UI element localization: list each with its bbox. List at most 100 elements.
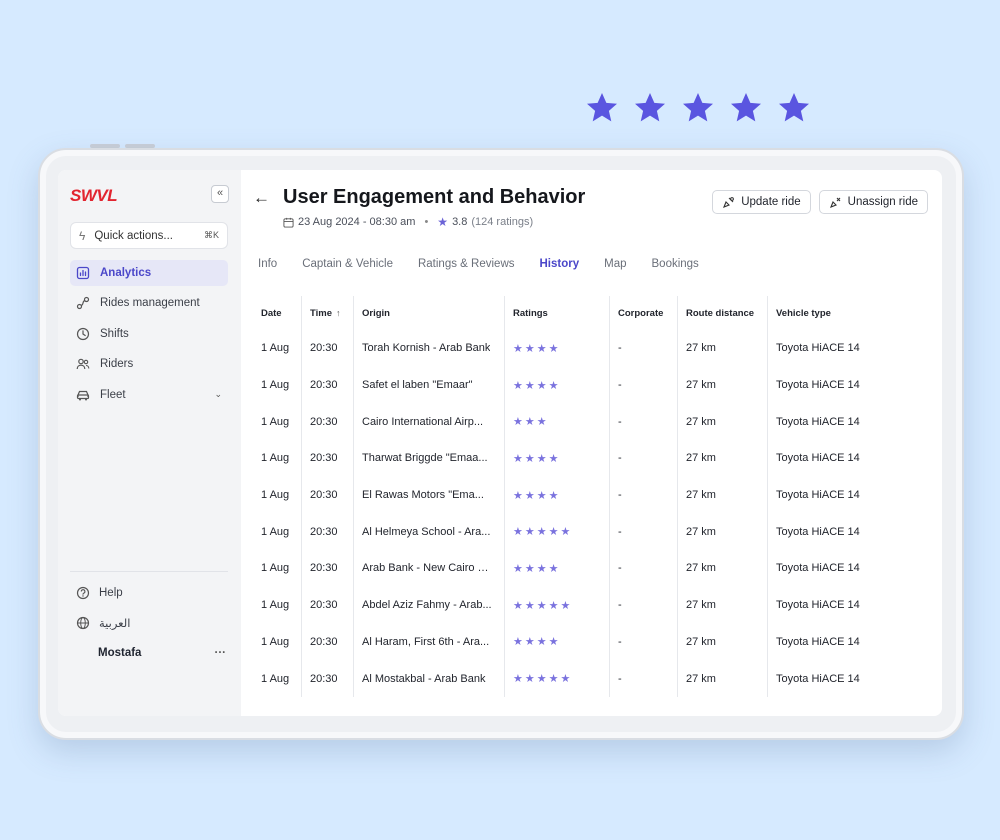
route-icon xyxy=(76,297,90,310)
header-actions: Update ride Unassign ride xyxy=(712,190,928,214)
column-header-route-distance[interactable]: Route distance xyxy=(678,296,768,330)
cell-rating: ★★★★ xyxy=(505,623,610,661)
cell-corporate: - xyxy=(610,330,678,367)
globe-icon xyxy=(76,616,90,630)
app-screen: SWVL « ϟ Quick actions... ⌘K Analytics R… xyxy=(58,170,942,716)
rating-stars-icon: ★★★★ xyxy=(513,636,561,649)
cell-distance: 27 km xyxy=(678,403,768,441)
user-menu[interactable]: Mostafa ··· xyxy=(76,647,226,659)
column-header-vehicle-type[interactable]: Vehicle type xyxy=(776,307,831,319)
table-row[interactable]: 1 Aug 20:30 Arab Bank - New Cairo B... ★★★★… xyxy=(253,550,877,587)
table-row[interactable]: 1 Aug 20:30 Safet el laben "Emaar" ★★★★ -27 … xyxy=(253,366,877,404)
table-row[interactable]: 1 Aug 20:30 Tharwat Briggde "Emaa... ★★★★ -2… xyxy=(253,440,877,477)
column-header-time[interactable]: Time ↑ xyxy=(302,296,354,330)
sidebar-item-label: Rides management xyxy=(100,297,200,310)
cell-vehicle: Toyota HiACE 14 xyxy=(776,342,860,355)
tab-map[interactable]: Map xyxy=(604,258,627,270)
column-header-origin[interactable]: Origin xyxy=(354,296,505,330)
cell-date: 1 Aug xyxy=(253,476,302,514)
sidebar-item-analytics[interactable]: Analytics xyxy=(70,260,228,286)
help-link[interactable]: Help xyxy=(76,586,226,600)
page-title: User Engagement and Behavior xyxy=(283,186,586,208)
sidebar-item-label: Fleet xyxy=(100,388,126,401)
star-icon: ★ xyxy=(437,215,449,229)
star-icon xyxy=(635,93,665,122)
sort-arrow-icon[interactable]: ↑ xyxy=(336,308,341,318)
tab-bookings[interactable]: Bookings xyxy=(651,258,699,270)
cell-distance: 27 km xyxy=(678,586,768,624)
cell-rating: ★★★★ xyxy=(505,550,610,587)
cell-date: 1 Aug xyxy=(253,623,302,661)
help-label: Help xyxy=(99,587,123,599)
table-row[interactable]: 1 Aug 20:30 Al Mostakbal - Arab Bank ★★★★★ -… xyxy=(253,660,877,697)
unassign-ride-button[interactable]: Unassign ride xyxy=(818,190,928,214)
calendar-icon xyxy=(283,217,294,228)
table-row[interactable]: 1 Aug 20:30 Cairo International Airp... ★★★… xyxy=(253,403,877,441)
sidebar-item-label: Riders xyxy=(100,358,134,371)
tab-history[interactable]: History xyxy=(539,258,580,270)
tab-ratings-reviews[interactable]: Ratings & Reviews xyxy=(417,258,515,270)
table-row[interactable]: 1 Aug 20:30 Al Haram, First 6th - Ara... ★★… xyxy=(253,623,877,661)
rating-stars-icon: ★★★★★ xyxy=(513,599,573,612)
column-header-ratings[interactable]: Ratings xyxy=(505,296,610,330)
cell-corporate: - xyxy=(610,476,678,514)
unassign-route-icon xyxy=(829,197,841,208)
cell-corporate: - xyxy=(610,366,678,404)
collapse-sidebar-button[interactable]: « xyxy=(211,185,229,203)
cell-corporate: - xyxy=(610,586,678,624)
cell-vehicle: Toyota HiACE 14 xyxy=(776,379,860,392)
chevron-down-icon[interactable]: ⌄ xyxy=(214,389,222,400)
cell-vehicle: Toyota HiACE 14 xyxy=(776,672,860,685)
tablet-button xyxy=(90,144,120,148)
table-row[interactable]: 1 Aug 20:30 El Rawas Motors "Ema... ★★★★ -27… xyxy=(253,476,877,514)
table-row[interactable]: 1 Aug 20:30 Abdel Aziz Fahmy - Arab... ★★★★… xyxy=(253,586,877,624)
cell-rating: ★★★★★ xyxy=(505,586,610,624)
user-name: Mostafa xyxy=(98,647,142,659)
cell-origin: Torah Kornish - Arab Bank xyxy=(354,330,505,367)
star-icon xyxy=(683,93,713,122)
cell-distance: 27 km xyxy=(678,550,768,587)
ride-date: 23 Aug 2024 - 08:30 am xyxy=(298,216,416,228)
more-options-icon[interactable]: ··· xyxy=(214,647,227,659)
cell-corporate: - xyxy=(610,403,678,441)
star-icon xyxy=(779,93,809,122)
cell-date: 1 Aug xyxy=(253,366,302,404)
column-header-corporate[interactable]: Corporate xyxy=(610,296,678,330)
cell-corporate: - xyxy=(610,660,678,697)
history-table: Date Time ↑ Origin Ratings Corporate Rout… xyxy=(253,296,877,697)
cell-time: 20:30 xyxy=(302,330,354,367)
table-row[interactable]: 1 Aug 20:30 Torah Kornish - Arab Bank ★★★★ -… xyxy=(253,330,877,367)
unassign-ride-label: Unassign ride xyxy=(847,196,918,208)
cell-distance: 27 km xyxy=(678,623,768,661)
cell-vehicle: Toyota HiACE 14 xyxy=(776,599,860,612)
cell-distance: 27 km xyxy=(678,330,768,367)
star-icon xyxy=(731,93,761,122)
language-switch[interactable]: العربية xyxy=(76,616,226,630)
sidebar-item-shifts[interactable]: Shifts xyxy=(70,321,228,347)
sidebar-item-fleet[interactable]: Fleet ⌄ xyxy=(70,382,228,408)
tab-info[interactable]: Info xyxy=(258,258,278,270)
sidebar-item-rides-management[interactable]: Rides management xyxy=(70,290,228,316)
tab-captain-vehicle[interactable]: Captain & Vehicle xyxy=(302,258,393,270)
update-ride-button[interactable]: Update ride xyxy=(712,190,811,214)
ride-meta: 23 Aug 2024 - 08:30 am • ★ 3.8 (124 rati… xyxy=(283,215,533,229)
back-arrow-icon[interactable]: ← xyxy=(253,188,270,207)
cell-date: 1 Aug xyxy=(253,513,302,551)
table-header: Date Time ↑ Origin Ratings Corporate Rout… xyxy=(253,296,877,330)
tab-bar: Info Captain & Vehicle Ratings & Reviews… xyxy=(258,258,724,270)
cell-date: 1 Aug xyxy=(253,403,302,441)
sidebar-item-riders[interactable]: Riders xyxy=(70,351,228,377)
rating-stars-icon: ★★★★ xyxy=(513,342,561,355)
decorative-stars xyxy=(584,90,812,126)
quick-actions-button[interactable]: ϟ Quick actions... ⌘K xyxy=(70,222,228,249)
car-icon xyxy=(76,390,90,401)
cell-vehicle: Toyota HiACE 14 xyxy=(776,489,860,502)
column-header-date[interactable]: Date xyxy=(253,296,302,330)
cell-time: 20:30 xyxy=(302,476,354,514)
cell-time: 20:30 xyxy=(302,660,354,697)
sidebar-divider xyxy=(70,571,228,572)
cell-corporate: - xyxy=(610,550,678,587)
cell-vehicle: Toyota HiACE 14 xyxy=(776,415,860,428)
table-row[interactable]: 1 Aug 20:30 Al Helmeya School - Ara... ★★★★… xyxy=(253,513,877,551)
cell-origin: Safet el laben "Emaar" xyxy=(354,366,505,404)
